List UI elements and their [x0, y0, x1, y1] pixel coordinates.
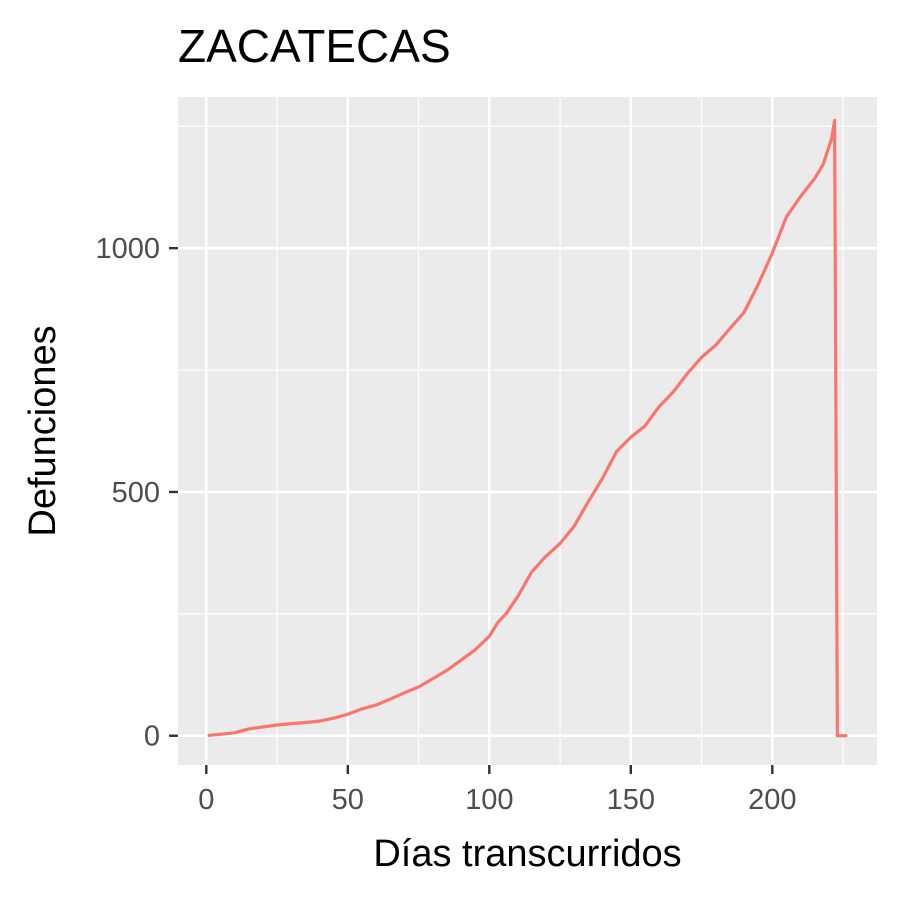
- x-tick-label: 150: [607, 784, 655, 816]
- y-tick-label: 500: [112, 477, 160, 509]
- series-layer: [207, 118, 848, 738]
- x-axis-title: Días transcurridos: [373, 833, 681, 875]
- grid-lines: [178, 97, 877, 765]
- x-tick-label: 0: [198, 784, 214, 816]
- plot-panel: [178, 97, 877, 765]
- x-tick-label: 50: [332, 784, 364, 816]
- y-axis: 0 500 1000: [95, 233, 178, 753]
- x-axis: 0 50 100 150 200: [198, 765, 796, 816]
- chart-title: ZACATECAS: [178, 20, 451, 72]
- y-tick-label: 0: [144, 721, 160, 753]
- x-tick-label: 100: [465, 784, 513, 816]
- y-axis-title: Defunciones: [22, 325, 64, 536]
- y-tick-label: 1000: [95, 233, 160, 265]
- series-line-1: [207, 118, 848, 738]
- x-tick-label: 200: [748, 784, 796, 816]
